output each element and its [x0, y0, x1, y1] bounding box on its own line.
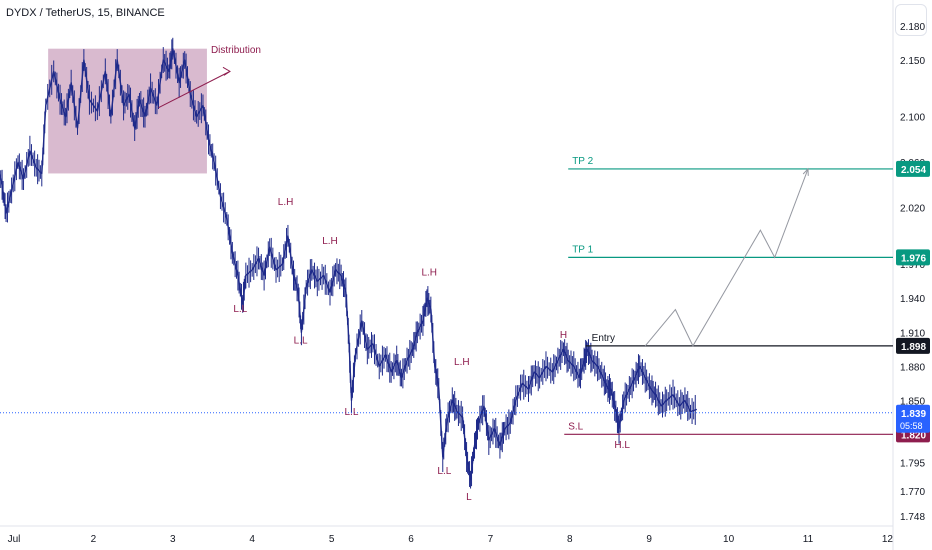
- chart-title: DYDX / TetherUS, 15, BINANCE: [6, 7, 165, 19]
- x-tick-label: 6: [408, 534, 414, 545]
- price-tag: [896, 160, 930, 177]
- price-tag: [896, 337, 930, 354]
- y-tick-label: 1.748: [900, 512, 925, 523]
- x-tick-label: 10: [723, 534, 735, 545]
- current-price-value: 1.839: [901, 409, 926, 420]
- y-tick-label: 1.770: [900, 487, 925, 498]
- swing-label: L: [466, 492, 472, 503]
- price-tag-label: 2.054: [901, 165, 926, 176]
- price-tag-label: 1.820: [901, 430, 926, 441]
- swing-label: L.H: [421, 268, 437, 279]
- x-tick-label: 8: [567, 534, 573, 545]
- swing-label: L.L: [437, 466, 451, 477]
- y-tick-label: 1.880: [900, 362, 925, 373]
- x-tick-label: 4: [249, 534, 255, 545]
- y-tick-label: 1.850: [900, 396, 925, 407]
- x-tick-label: 3: [170, 534, 176, 545]
- distribution-arrow: [158, 70, 231, 109]
- distribution-arrow-head: [222, 66, 231, 76]
- price-tag-label: 1.898: [901, 342, 926, 353]
- y-tick-label: 2.150: [900, 56, 925, 67]
- level-label: S.L: [568, 421, 583, 432]
- x-tick-label: 12: [882, 534, 894, 545]
- x-tick-label: 11: [803, 534, 814, 545]
- x-tick-label: Jul: [8, 534, 21, 545]
- distribution-label: Distribution: [211, 45, 261, 56]
- y-tick-label: 2.100: [900, 113, 925, 124]
- y-tick-label: 2.020: [900, 203, 925, 214]
- level-label: TP 1: [572, 244, 593, 255]
- level-label: Entry: [592, 333, 615, 344]
- y-tick-label: 1.795: [900, 459, 925, 470]
- x-tick-label: 7: [488, 534, 494, 545]
- projection-arrow-head: [802, 167, 809, 176]
- current-price-tag: [896, 404, 930, 433]
- swing-label: H: [560, 330, 567, 341]
- swing-label: L.H: [278, 197, 294, 208]
- swing-label: L.L: [294, 336, 308, 347]
- swing-label: L.H: [454, 357, 470, 368]
- swing-label: H.L: [614, 440, 630, 451]
- x-tick-label: 9: [646, 534, 652, 545]
- y-tick-label: 2.180: [900, 22, 925, 33]
- countdown-label: 05:58: [900, 421, 923, 431]
- x-tick-label: 5: [329, 534, 335, 545]
- chart-settings-button[interactable]: [895, 4, 927, 36]
- price-tag: [896, 249, 930, 266]
- swing-label: L.H: [322, 236, 338, 247]
- y-tick-label: 1.970: [900, 260, 925, 271]
- y-tick-label: 1.940: [900, 294, 925, 305]
- price-tag-label: 1.976: [901, 253, 926, 264]
- swing-label: L.L: [233, 304, 247, 315]
- y-tick-label: 1.910: [900, 328, 925, 339]
- swing-label: L.L: [344, 407, 358, 418]
- level-label: TP 2: [572, 156, 593, 167]
- projection-path: [644, 168, 809, 347]
- x-tick-label: 2: [91, 534, 97, 545]
